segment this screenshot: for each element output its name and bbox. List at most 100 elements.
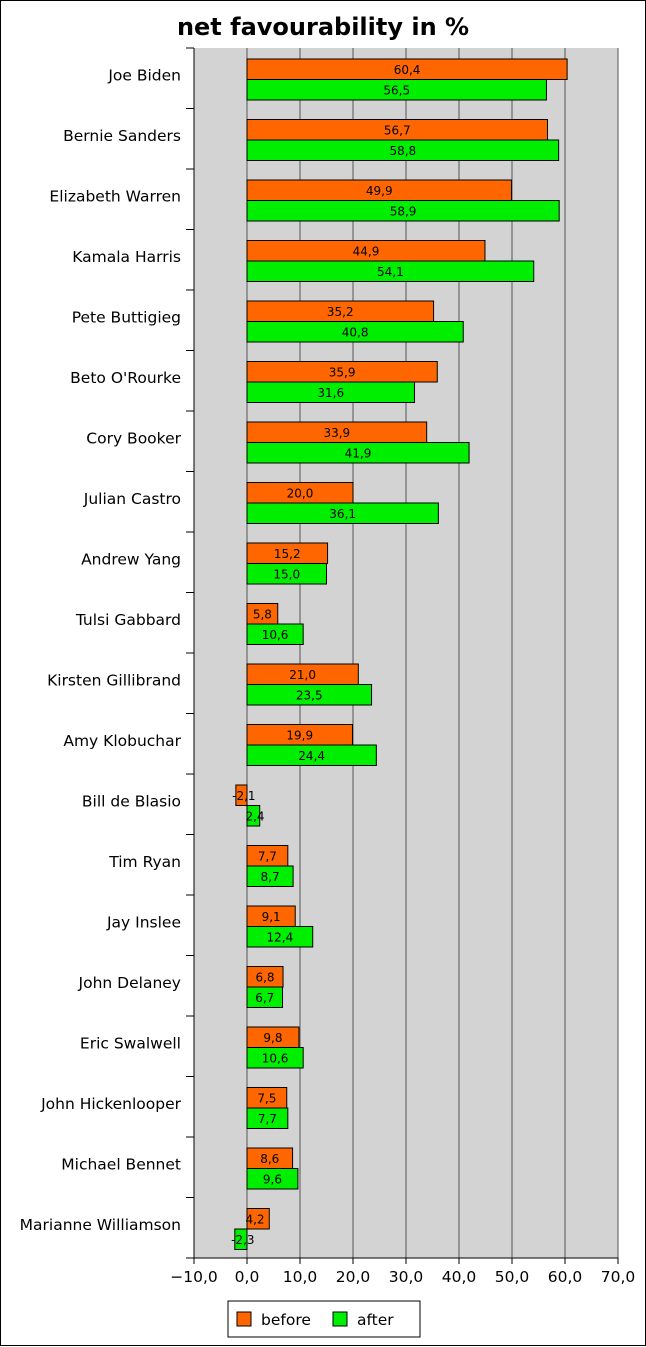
category-label: Beto O'Rourke (70, 369, 181, 387)
data-label-after: 12,4 (267, 930, 294, 944)
data-label-after: 23,5 (296, 688, 323, 702)
category-label: Tulsi Gabbard (75, 611, 181, 629)
category-label: Michael Bennet (61, 1155, 181, 1173)
category-label: Andrew Yang (81, 550, 181, 568)
data-label-before: 44,9 (353, 244, 380, 258)
legend: before after (227, 1300, 421, 1338)
data-label-after: 10,6 (262, 1051, 289, 1065)
data-label-before: 19,9 (286, 728, 313, 742)
bar-after (246, 1168, 299, 1190)
bar-after (246, 260, 535, 282)
bar-after (246, 442, 470, 464)
data-label-before: 35,9 (329, 365, 356, 379)
category-label: Joe Biden (107, 66, 181, 84)
bar-after (246, 805, 261, 827)
x-tick-label: 70,0 (601, 1268, 636, 1286)
data-label-before: 49,9 (366, 184, 393, 198)
category-label: Jay Inslee (106, 913, 181, 931)
data-label-before: 4,2 (245, 1212, 264, 1226)
bar-after (246, 79, 547, 101)
x-tick-label: 50,0 (495, 1268, 530, 1286)
data-label-after: -2,3 (231, 1233, 254, 1247)
legend-label-after: after (357, 1311, 394, 1329)
legend-swatch-after (332, 1311, 348, 1327)
data-label-before: 9,8 (263, 1031, 282, 1045)
category-label: Julian Castro (83, 490, 181, 508)
category-label: Bernie Sanders (63, 127, 181, 145)
data-label-before: 33,9 (323, 426, 350, 440)
bar-after (246, 744, 377, 766)
chart-title: net favourability in % (177, 13, 469, 41)
category-label: Eric Swalwell (80, 1034, 181, 1052)
data-label-after: 36,1 (329, 507, 356, 521)
data-label-after: 9,6 (263, 1172, 282, 1186)
legend-box (227, 1300, 421, 1338)
data-label-before: 15,2 (274, 547, 301, 561)
data-label-after: 8,7 (261, 870, 280, 884)
data-label-before: 8,6 (260, 1152, 279, 1166)
x-tick-label: 10,0 (283, 1268, 318, 1286)
category-label: Cory Booker (86, 429, 181, 447)
data-label-after: 54,1 (377, 265, 404, 279)
data-label-before: 7,7 (258, 849, 277, 863)
category-label: Tim Ryan (108, 853, 181, 871)
data-label-before: 7,5 (257, 1091, 276, 1105)
data-label-before: 21,0 (289, 668, 316, 682)
data-label-after: 10,6 (262, 628, 289, 642)
data-label-after: 7,7 (258, 1112, 277, 1126)
data-label-before: 56,7 (384, 123, 411, 137)
legend-label-before: before (261, 1311, 311, 1329)
data-label-before: 6,8 (255, 970, 274, 984)
category-label: John Delaney (78, 974, 181, 992)
bar-after (246, 1107, 289, 1129)
bar-after (246, 563, 327, 585)
category-label: Amy Klobuchar (63, 732, 181, 750)
bar-after (246, 502, 439, 524)
data-label-before: 20,0 (287, 486, 314, 500)
data-label-before: 5,8 (253, 607, 272, 621)
bar-after (246, 865, 294, 887)
bar-after (246, 321, 464, 343)
category-label: John Hickenlooper (40, 1095, 182, 1113)
bar-before (246, 1208, 270, 1230)
bar-after (246, 381, 415, 403)
bar-after (246, 623, 304, 645)
bar-after (246, 1047, 304, 1069)
bar-before (235, 784, 248, 806)
data-label-after: 15,0 (273, 567, 300, 581)
data-label-after: 6,7 (255, 991, 274, 1005)
data-label-after: 41,9 (345, 446, 372, 460)
legend-swatch-before (236, 1311, 252, 1327)
category-label: Bill de Blasio (82, 792, 181, 810)
data-label-before: 35,2 (327, 305, 354, 319)
category-label: Marianne Williamson (20, 1216, 181, 1234)
bar-after (246, 986, 284, 1008)
category-label: Pete Buttigieg (72, 308, 181, 326)
bar-after (246, 200, 560, 222)
x-tick-label: 40,0 (442, 1268, 477, 1286)
x-tick-label: 60,0 (548, 1268, 583, 1286)
category-label: Kamala Harris (72, 248, 181, 266)
data-label-after: 31,6 (317, 386, 344, 400)
bar-after (246, 684, 373, 706)
data-label-after: 58,9 (390, 204, 417, 218)
data-label-after: 56,5 (383, 83, 410, 97)
data-label-after: 40,8 (342, 325, 369, 339)
data-label-before: 9,1 (262, 910, 281, 924)
bar-after (234, 1228, 248, 1250)
data-label-after: 2,4 (245, 809, 264, 823)
bar-after (246, 139, 560, 161)
data-label-before: -2,1 (232, 789, 255, 803)
x-tick-label: 0,0 (235, 1268, 260, 1286)
data-label-after: 24,4 (298, 749, 325, 763)
x-tick-label: −10,0 (170, 1268, 218, 1286)
bar-after (246, 926, 314, 948)
data-label-after: 58,8 (389, 144, 416, 158)
x-tick-label: 30,0 (389, 1268, 424, 1286)
category-label: Kirsten Gillibrand (47, 671, 181, 689)
data-label-before: 60,4 (394, 63, 421, 77)
category-label: Elizabeth Warren (49, 187, 181, 205)
x-tick-label: 20,0 (336, 1268, 371, 1286)
